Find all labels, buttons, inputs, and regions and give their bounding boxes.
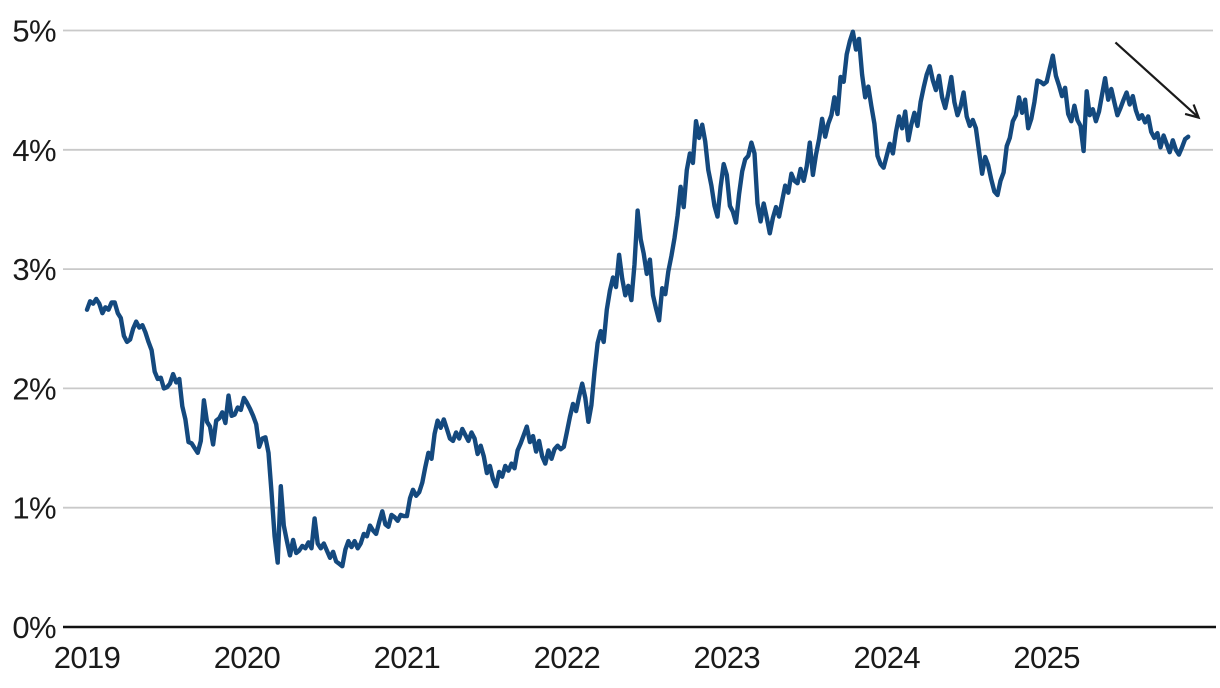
y-tick-label-5%: 5% xyxy=(12,14,56,49)
x-tick-label-2024: 2024 xyxy=(853,640,920,675)
y-tick-label-0%: 0% xyxy=(12,610,56,645)
x-tick-label-2023: 2023 xyxy=(694,640,760,675)
y-axis-labels: 0% 1% 2% 3% 4% 5% xyxy=(12,14,56,646)
y-tick-label-3%: 3% xyxy=(12,252,56,287)
x-tick-label-2021: 2021 xyxy=(374,640,440,675)
series-yield-percent-weekly xyxy=(84,29,1191,569)
y-tick-label-2%: 2% xyxy=(12,371,56,406)
y-tick-label-1%: 1% xyxy=(12,491,56,526)
downward-trend-arrow-icon xyxy=(1114,41,1201,120)
trend-arrow-head xyxy=(1184,104,1201,120)
x-tick-label-2025: 2025 xyxy=(1013,640,1079,675)
x-tick-label-2022: 2022 xyxy=(534,640,600,675)
horizontal-gridlines xyxy=(63,29,1213,509)
yield-line-series xyxy=(84,29,1191,569)
trend-arrow-shaft xyxy=(1114,41,1200,119)
y-tick-label-4%: 4% xyxy=(12,133,56,168)
x-tick-label-2019: 2019 xyxy=(54,640,120,675)
x-axis-labels: 2019 2020 2021 2022 2023 2024 2025 xyxy=(54,640,1081,675)
x-tick-label-2020: 2020 xyxy=(214,640,281,675)
